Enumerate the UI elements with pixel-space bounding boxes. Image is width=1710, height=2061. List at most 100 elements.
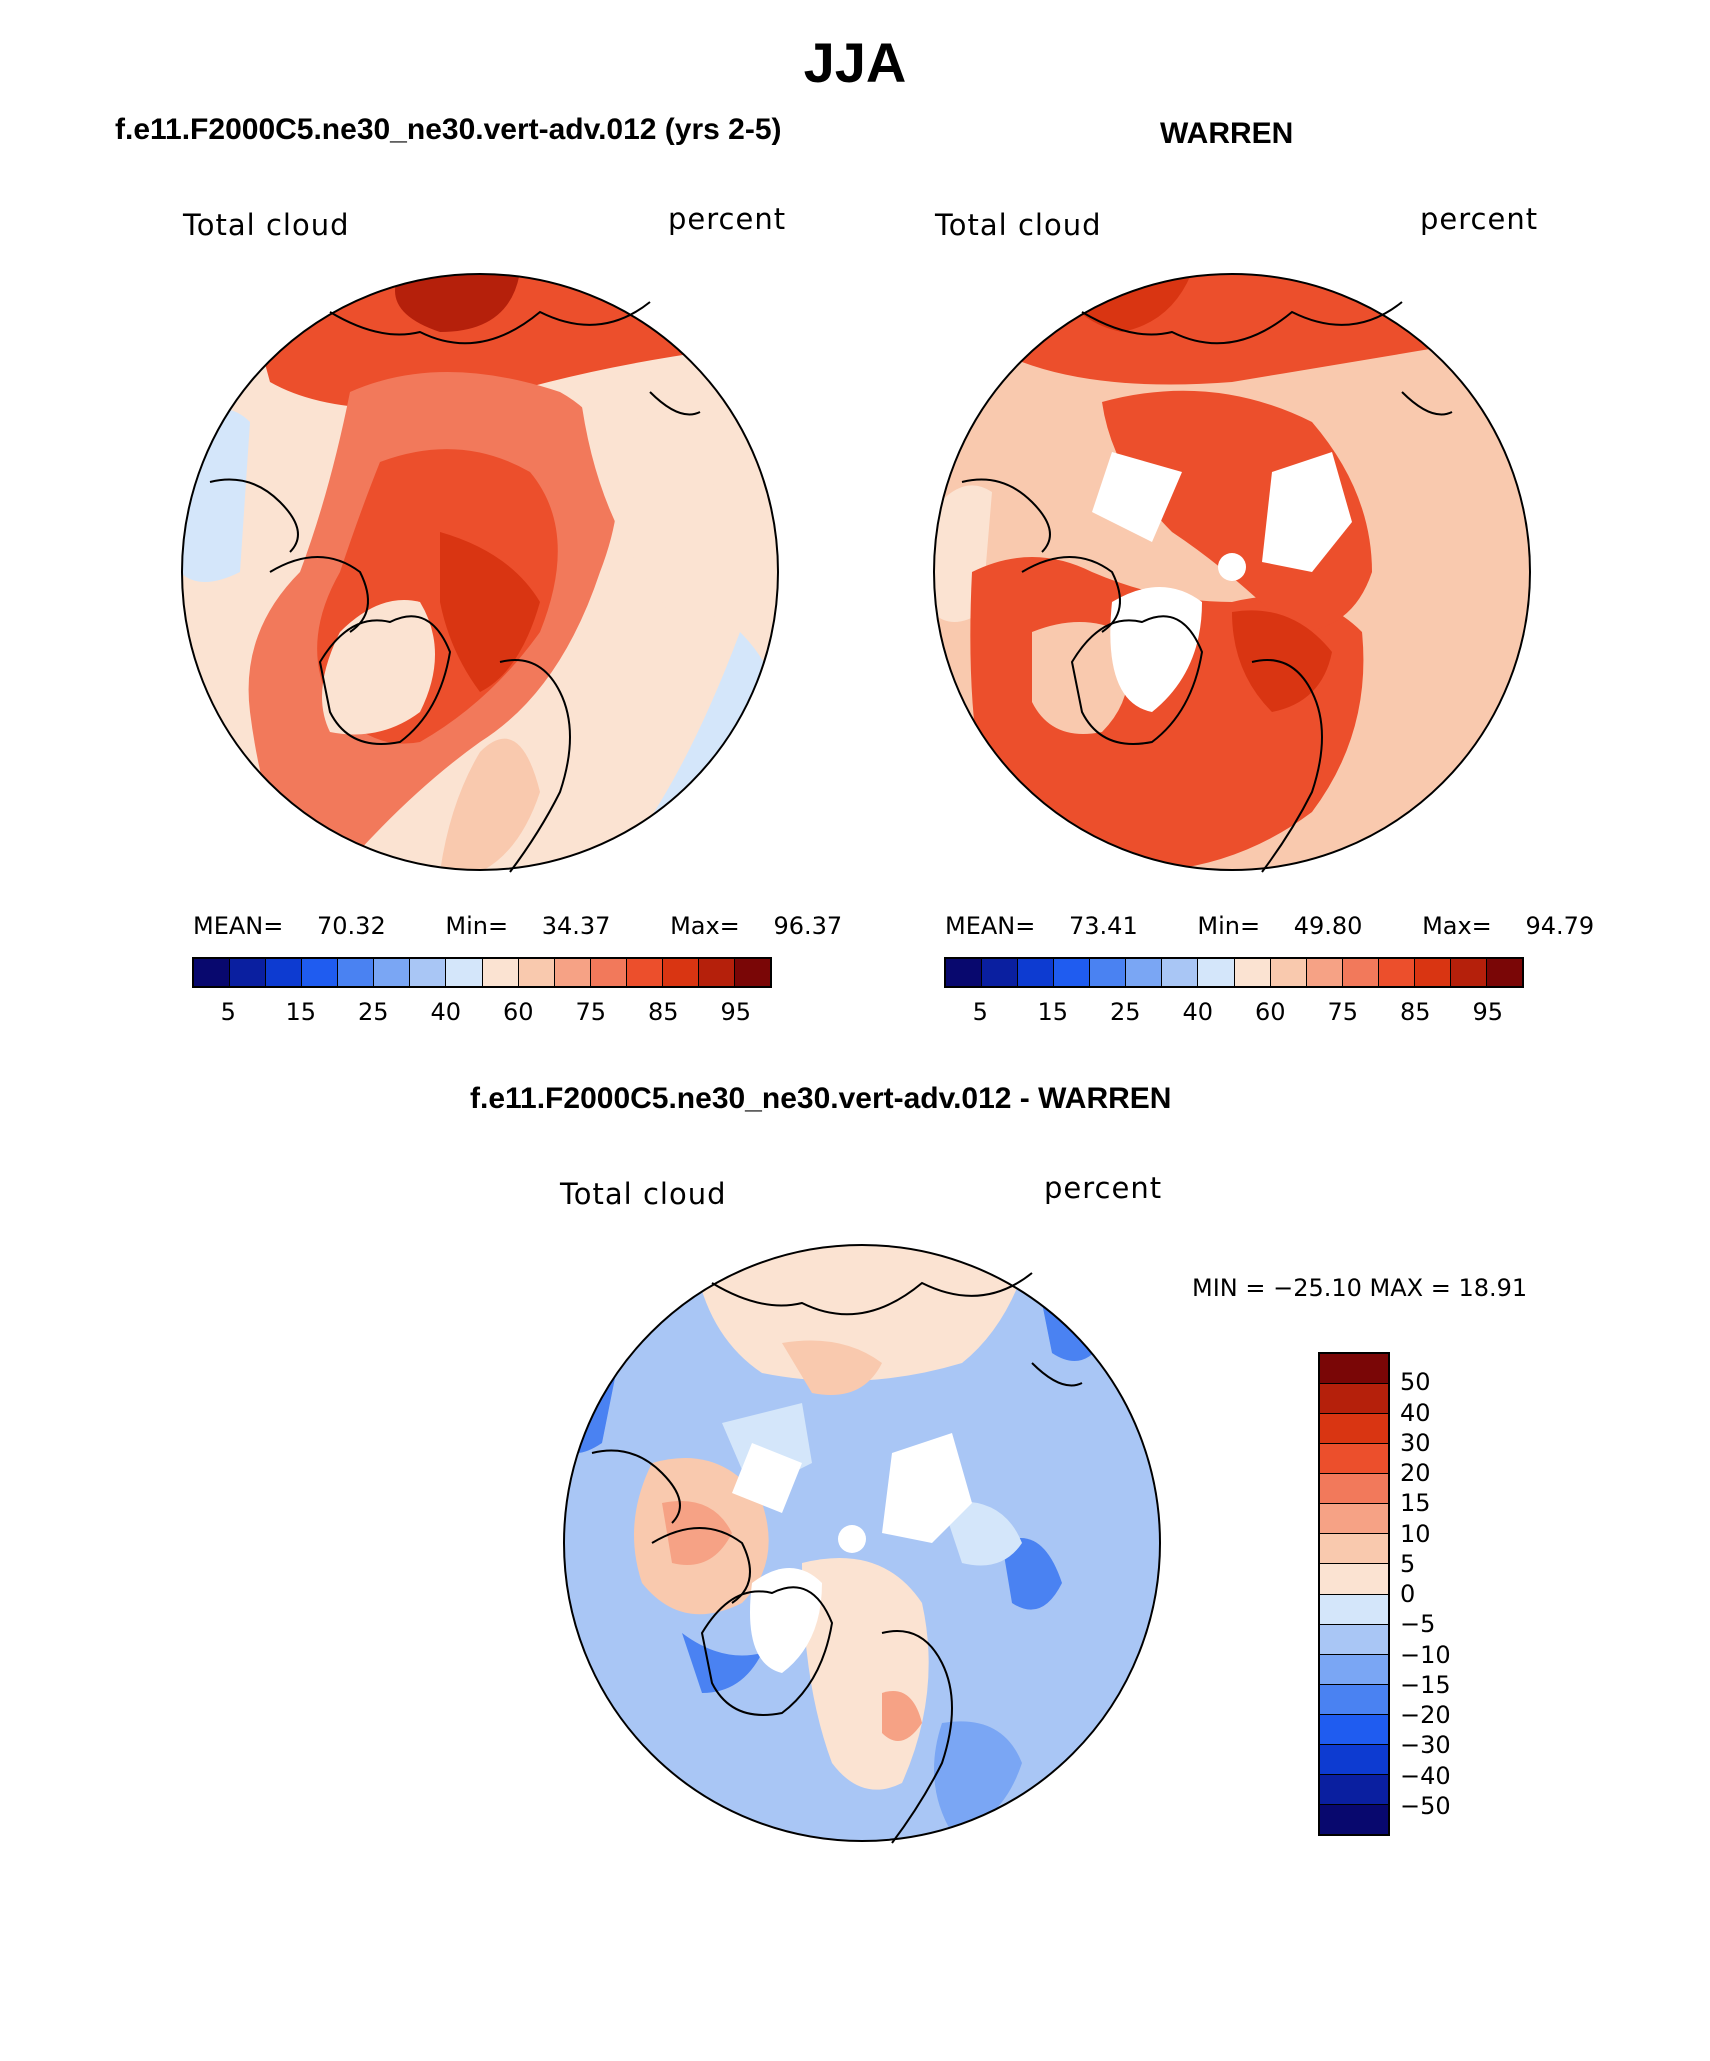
panel-model-colorbar-tick-label: 5 [220,998,236,1026]
panel-model-units-label: percent [668,202,787,236]
panel-diff-colorbar-tick-label: −15 [1400,1670,1451,1699]
panel-obs-variable-label: Total cloud [935,208,1102,242]
panel-obs-colorbar-tick-label: 40 [1182,998,1214,1026]
panel-obs-colorbar-tick-label: 60 [1254,998,1286,1026]
panel-model-colorbar-swatch [734,959,770,986]
panel-obs-colorbar-swatch [1126,959,1163,986]
panel-obs-min-value: 49.80 [1293,912,1363,940]
panel-model-colorbar-swatch [230,959,267,986]
panel-model-colorbar-tick-label: 60 [502,998,534,1026]
panel-diff-colorbar-swatch [1320,1534,1388,1565]
panel-diff-colorbar-tick-label: −5 [1400,1610,1436,1639]
panel-model-mean-label: MEAN= [193,912,284,940]
panel-model-colorbar-tick-label: 40 [430,998,462,1026]
panel-diff-colorbar-tick-label: −40 [1400,1761,1451,1790]
panel-obs-colorbar-swatch [1162,959,1199,986]
panel-diff-colorbar-tick-label: 50 [1400,1368,1431,1397]
panel-diff-title: f.e11.F2000C5.ne30_ne30.vert-adv.012 - W… [470,1082,1172,1115]
panel-diff-colorbar-swatch [1320,1384,1388,1415]
panel-model-colorbar-swatch [590,959,627,986]
panel-model-colorbar [192,957,772,988]
panel-obs-min-label: Min= [1197,912,1261,940]
panel-diff-colorbar-tick-label: 5 [1400,1549,1416,1578]
panel-diff-colorbar-tick-label: −30 [1400,1731,1451,1760]
panel-diff-colorbar-ticks: 50 40 30 20 15 10 5 0 −5 −10 −15 −20 −30 −40 −50 [1400,1352,1480,1836]
panel-diff-colorbar-tick-label: 20 [1400,1459,1431,1487]
panel-diff-colorbar-tick-label: 10 [1400,1519,1431,1548]
panel-model-colorbar-swatch [302,959,339,986]
panel-obs-map [933,273,1531,873]
panel-diff-colorbar-swatch [1320,1714,1388,1745]
panel-diff-colorbar-tick-label: 30 [1400,1428,1431,1457]
panel-diff-colorbar-swatch [1320,1594,1388,1625]
panel-model-colorbar-swatch [338,959,375,986]
panel-diff-colorbar-tick-label: −20 [1400,1701,1451,1729]
panel-obs-max-value: 94.79 [1525,912,1595,940]
panel-model-map [181,273,779,873]
panel-obs-colorbar-tick-label: 5 [972,998,988,1026]
panel-model-min-value: 34.37 [541,912,611,940]
panel-model-colorbar-swatch [266,959,303,986]
panel-diff-colorbar-tick-label: −10 [1400,1640,1451,1669]
panel-diff-colorbar-swatch [1320,1684,1388,1715]
panel-obs-colorbar-swatch [1414,959,1451,986]
panel-diff-colorbar-tick-label: 40 [1400,1398,1431,1427]
panel-model-colorbar-swatch [626,959,663,986]
panel-model-variable-label: Total cloud [183,208,350,242]
panel-model-stats: MEAN= 70.32 Min= 34.37 Max= 96.37 [193,912,894,940]
panel-model-colorbar-swatch [662,959,699,986]
panel-obs-colorbar-swatch [1018,959,1055,986]
panel-diff-colorbar-swatch [1320,1444,1388,1475]
panel-diff-colorbar-tick-label: 0 [1400,1580,1416,1608]
panel-obs-title: WARREN [1160,117,1294,150]
panel-obs-colorbar-swatch [1234,959,1271,986]
panel-model-colorbar-swatch [482,959,519,986]
panel-model-colorbar-tick-label: 25 [357,998,389,1026]
panel-model-max-value: 96.37 [773,912,843,940]
panel-obs-colorbar-tick-label: 95 [1472,998,1504,1026]
panel-obs-colorbar-ticks: 5 15 25 40 60 75 85 95 [944,998,1524,1028]
panel-diff-colorbar-swatch [1320,1744,1388,1775]
panel-obs-colorbar-swatch [1090,959,1127,986]
panel-obs-stats: MEAN= 73.41 Min= 49.80 Max= 94.79 [945,912,1646,940]
panel-obs-colorbar-swatch [1198,959,1235,986]
panel-diff-colorbar-swatch [1320,1414,1388,1445]
panel-model-colorbar-tick-label: 95 [720,998,752,1026]
panel-model-colorbar-tick-label: 15 [285,998,317,1026]
panel-model-min-label: Min= [445,912,509,940]
panel-obs-colorbar-swatch [1270,959,1307,986]
panel-diff-colorbar-swatch [1320,1474,1388,1505]
panel-diff-colorbar-swatch [1320,1624,1388,1655]
panel-obs-colorbar-tick-label: 75 [1327,998,1359,1026]
panel-diff-map [563,1244,1161,1844]
panel-model-colorbar-swatch [698,959,735,986]
panel-obs-colorbar-tick-label: 25 [1109,998,1141,1026]
panel-model-colorbar-tick-label: 85 [647,998,679,1026]
panel-model-colorbar-swatch [518,959,555,986]
panel-model-mean-value: 70.32 [317,912,386,940]
figure-title: JJA [803,31,907,94]
panel-model-colorbar-swatch [410,959,447,986]
panel-model-colorbar-swatch [374,959,411,986]
panel-obs-mean-value: 73.41 [1069,912,1138,940]
panel-obs-colorbar [944,957,1524,988]
panel-obs-colorbar-swatch [1378,959,1415,986]
panel-diff-minmax: MIN = −25.10 MAX = 18.91 [1192,1274,1528,1302]
panel-obs-colorbar-swatch [1342,959,1379,986]
panel-diff-colorbar-swatch [1320,1354,1388,1385]
panel-model-colorbar-swatch [446,959,483,986]
panel-diff-variable-label: Total cloud [560,1177,727,1211]
panel-diff-colorbar-swatch [1320,1654,1388,1685]
panel-diff-colorbar-swatch [1320,1564,1388,1595]
panel-obs-max-label: Max= [1422,912,1492,940]
panel-obs-mean-label: MEAN= [945,912,1036,940]
panel-diff-colorbar-tick-label: 15 [1400,1489,1431,1518]
panel-model-colorbar-tick-label: 75 [575,998,607,1026]
panel-model-max-label: Max= [670,912,740,940]
panel-obs-colorbar-swatch [946,959,983,986]
panel-model-colorbar-ticks: 5 15 25 40 60 75 85 95 [192,998,772,1028]
panel-obs-colorbar-tick-label: 15 [1037,998,1069,1026]
panel-model-title: f.e11.F2000C5.ne30_ne30.vert-adv.012 (yr… [115,113,782,146]
panel-diff-colorbar [1318,1352,1390,1836]
panel-obs-colorbar-swatch [982,959,1019,986]
